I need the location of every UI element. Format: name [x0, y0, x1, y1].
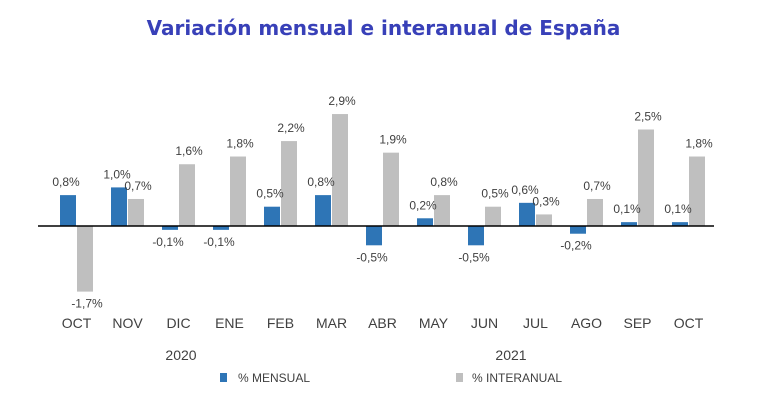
bar-mensual-10	[570, 226, 586, 234]
label-mensual-5: 0,8%	[307, 175, 335, 189]
bar-interanual-6	[383, 152, 399, 226]
label-mensual-2: -0,1%	[152, 235, 184, 249]
x-tick-may: MAY	[419, 315, 449, 331]
label-interanual-1: 0,7%	[124, 179, 152, 193]
bar-interanual-5	[332, 114, 348, 226]
label-interanual-3: 1,8%	[226, 137, 254, 151]
label-interanual-10: 0,7%	[583, 179, 611, 193]
label-interanual-8: 0,5%	[481, 187, 509, 201]
label-interanual-12: 1,8%	[685, 137, 713, 151]
bar-interanual-11	[638, 129, 654, 226]
legend-label-interanual: % INTERANUAL	[472, 371, 562, 385]
x-tick-ene: ENE	[215, 315, 244, 331]
bar-interanual-1	[128, 198, 144, 226]
label-mensual-3: -0,1%	[203, 235, 235, 249]
x-tick-ago: AGO	[571, 315, 602, 331]
series-mensual	[60, 187, 688, 246]
bar-mensual-1	[111, 187, 127, 226]
series-interanual	[77, 114, 705, 292]
bar-mensual-3	[213, 226, 229, 230]
x-tick-mar: MAR	[316, 315, 347, 331]
bar-mensual-6	[366, 226, 382, 246]
x-tick-dic: DIC	[166, 315, 190, 331]
x-tick-jun: JUN	[471, 315, 498, 331]
label-mensual-0: 0,8%	[52, 175, 80, 189]
x-tick-jul: JUL	[523, 315, 548, 331]
x-tick-oct: OCT	[62, 315, 92, 331]
bar-mensual-8	[468, 226, 484, 246]
bar-mensual-11	[621, 222, 637, 226]
label-interanual-4: 2,2%	[277, 121, 305, 135]
label-interanual-6: 1,9%	[379, 133, 407, 147]
bar-mensual-7	[417, 218, 433, 226]
legend-swatch-interanual	[456, 373, 463, 382]
x-tick-oct: OCT	[674, 315, 704, 331]
bar-mensual-9	[519, 202, 535, 226]
bar-interanual-7	[434, 195, 450, 226]
label-interanual-11: 2,5%	[634, 110, 662, 124]
label-mensual-10: -0,2%	[560, 239, 592, 253]
label-mensual-9: 0,6%	[511, 183, 539, 197]
bar-mensual-2	[162, 226, 178, 230]
bar-interanual-12	[689, 156, 705, 226]
year-labels: 2020 2021	[165, 347, 526, 363]
legend-label-mensual: % MENSUAL	[238, 371, 310, 385]
label-mensual-7: 0,2%	[409, 198, 437, 212]
label-mensual-8: -0,5%	[458, 250, 490, 264]
label-interanual-0: -1,7%	[71, 297, 103, 311]
label-mensual-11: 0,1%	[613, 202, 641, 216]
label-interanual-5: 2,9%	[328, 94, 356, 108]
x-axis-ticks: OCT NOV DIC ENE FEB MAR ABR MAY JUN JUL AGO SEP OCT	[62, 315, 704, 331]
x-tick-feb: FEB	[267, 315, 294, 331]
bar-interanual-10	[587, 198, 603, 226]
year-label-2021: 2021	[495, 347, 526, 363]
label-mensual-12: 0,1%	[664, 202, 692, 216]
x-tick-abr: ABR	[368, 315, 397, 331]
bar-interanual-2	[179, 164, 195, 226]
label-interanual-2: 1,6%	[175, 144, 203, 158]
data-labels: 0,8%-1,7%1,0%0,7%-0,1%1,6%-0,1%1,8%0,5%2…	[52, 94, 713, 311]
bar-mensual-5	[315, 195, 331, 226]
legend: % MENSUAL % INTERANUAL	[220, 371, 562, 385]
chart-title: Variación mensual e interanual de España	[146, 16, 621, 40]
label-interanual-9: 0,3%	[532, 194, 560, 208]
bar-mensual-4	[264, 206, 280, 226]
bar-interanual-9	[536, 214, 552, 226]
bar-interanual-3	[230, 156, 246, 226]
label-mensual-1: 1,0%	[103, 167, 131, 181]
x-tick-nov: NOV	[112, 315, 143, 331]
label-mensual-4: 0,5%	[256, 187, 284, 201]
bar-mensual-0	[60, 195, 76, 226]
bar-interanual-4	[281, 141, 297, 226]
year-label-2020: 2020	[165, 347, 196, 363]
bar-interanual-8	[485, 206, 501, 226]
label-interanual-7: 0,8%	[430, 175, 458, 189]
legend-swatch-mensual	[220, 373, 227, 382]
bar-mensual-12	[672, 222, 688, 226]
label-mensual-6: -0,5%	[356, 250, 388, 264]
bar-interanual-0	[77, 226, 93, 292]
x-tick-sep: SEP	[623, 315, 651, 331]
